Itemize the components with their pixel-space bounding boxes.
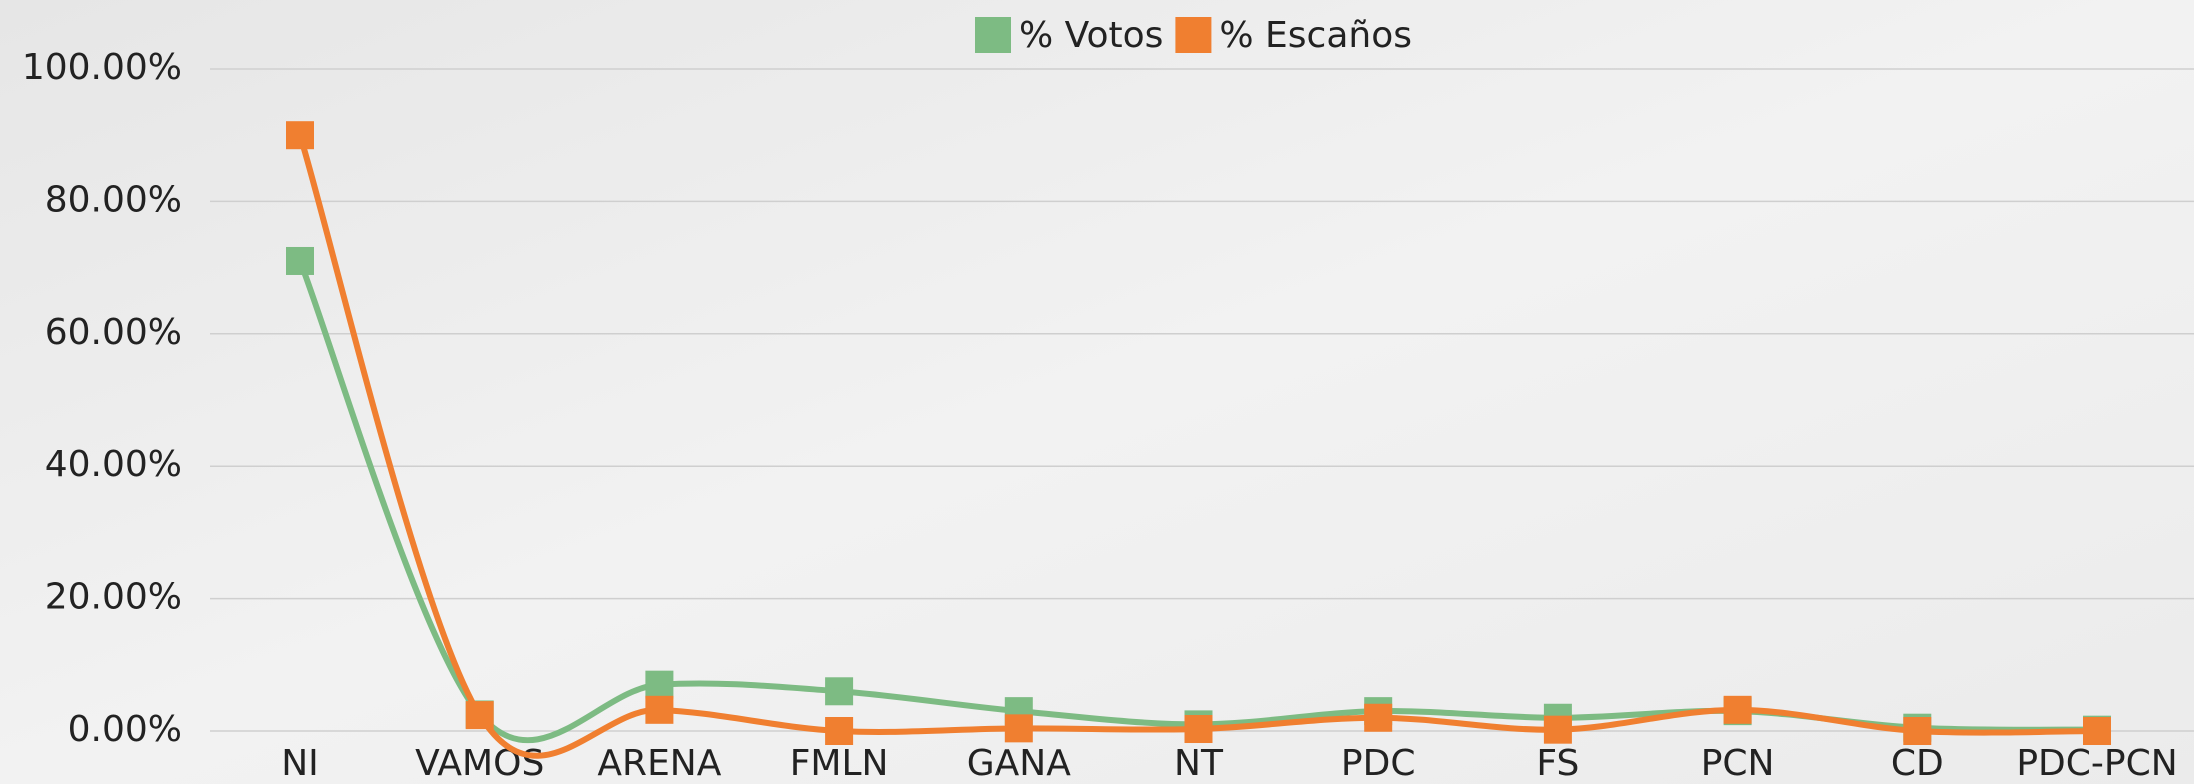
point-marker [645, 696, 673, 724]
y-tick-label: 40.00% [45, 444, 182, 485]
point-marker [1185, 715, 1213, 743]
x-tick-label: FS [1536, 743, 1579, 784]
point-marker [1005, 714, 1033, 742]
point-marker [1903, 717, 1931, 745]
y-tick-label: 0.00% [68, 709, 182, 750]
y-tick-label: 80.00% [45, 179, 182, 220]
x-tick-label: PCN [1701, 743, 1775, 784]
legend-swatch [1175, 17, 1211, 53]
x-tick-label: PDC-PCN [2016, 743, 2177, 784]
point-marker [825, 677, 853, 705]
point-marker [2083, 717, 2111, 745]
point-marker [645, 671, 673, 699]
x-tick-label: ARENA [597, 743, 721, 784]
background [0, 0, 2194, 784]
point-marker [825, 717, 853, 745]
x-tick-label: PDC [1341, 743, 1416, 784]
x-tick-label: NT [1174, 743, 1224, 784]
chart: 0.00% 20.00% 40.00% 60.00% 80.00% 100.00% NI VA… [0, 0, 2194, 784]
legend-swatch [975, 17, 1011, 53]
x-tick-label: NI [281, 743, 319, 784]
legend-label: % Escaños [1219, 15, 1412, 56]
y-tick-label: 20.00% [45, 577, 182, 618]
x-tick-label: FMLN [790, 743, 889, 784]
point-marker [286, 121, 314, 149]
point-marker [1364, 704, 1392, 732]
y-tick-label: 60.00% [45, 312, 182, 353]
legend-label: % Votos [1019, 15, 1163, 56]
y-tick-label: 100.00% [22, 47, 182, 88]
point-marker [466, 701, 494, 729]
x-tick-label: VAMOS [415, 743, 544, 784]
point-marker [1724, 696, 1752, 724]
point-marker [286, 247, 314, 275]
point-marker [1544, 716, 1572, 744]
x-tick-label: GANA [967, 743, 1071, 784]
x-tick-label: CD [1891, 743, 1944, 784]
